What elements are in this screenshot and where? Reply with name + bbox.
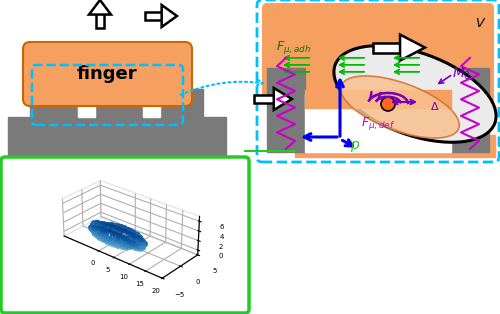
Ellipse shape <box>334 46 496 142</box>
Text: $V$: $V$ <box>474 17 486 30</box>
FancyBboxPatch shape <box>1 157 249 313</box>
Bar <box>8 117 226 157</box>
Bar <box>78 89 95 117</box>
Polygon shape <box>89 0 111 14</box>
Bar <box>305 90 451 108</box>
Bar <box>373 43 400 52</box>
Polygon shape <box>162 5 177 27</box>
Text: $M_0$: $M_0$ <box>452 66 471 82</box>
Bar <box>305 94 451 152</box>
Bar <box>295 135 495 157</box>
Ellipse shape <box>340 76 460 138</box>
Bar <box>267 8 489 96</box>
Bar <box>30 89 78 117</box>
Text: $F_{\mu,def}$: $F_{\mu,def}$ <box>361 115 395 132</box>
Bar <box>145 12 162 20</box>
Bar <box>95 89 143 117</box>
Text: $\Delta$: $\Delta$ <box>430 100 440 112</box>
Bar <box>96 14 104 28</box>
Text: $F_{\mu,adh}$: $F_{\mu,adh}$ <box>276 39 311 56</box>
Bar <box>254 95 274 103</box>
Polygon shape <box>400 35 425 61</box>
Text: finger: finger <box>76 65 138 83</box>
Polygon shape <box>274 88 292 110</box>
Bar <box>451 68 489 152</box>
Text: $p$: $p$ <box>350 139 360 154</box>
Circle shape <box>381 97 395 111</box>
FancyBboxPatch shape <box>262 3 494 104</box>
Bar <box>143 89 160 117</box>
FancyBboxPatch shape <box>23 42 192 106</box>
Bar <box>155 89 203 117</box>
Bar <box>267 68 305 152</box>
